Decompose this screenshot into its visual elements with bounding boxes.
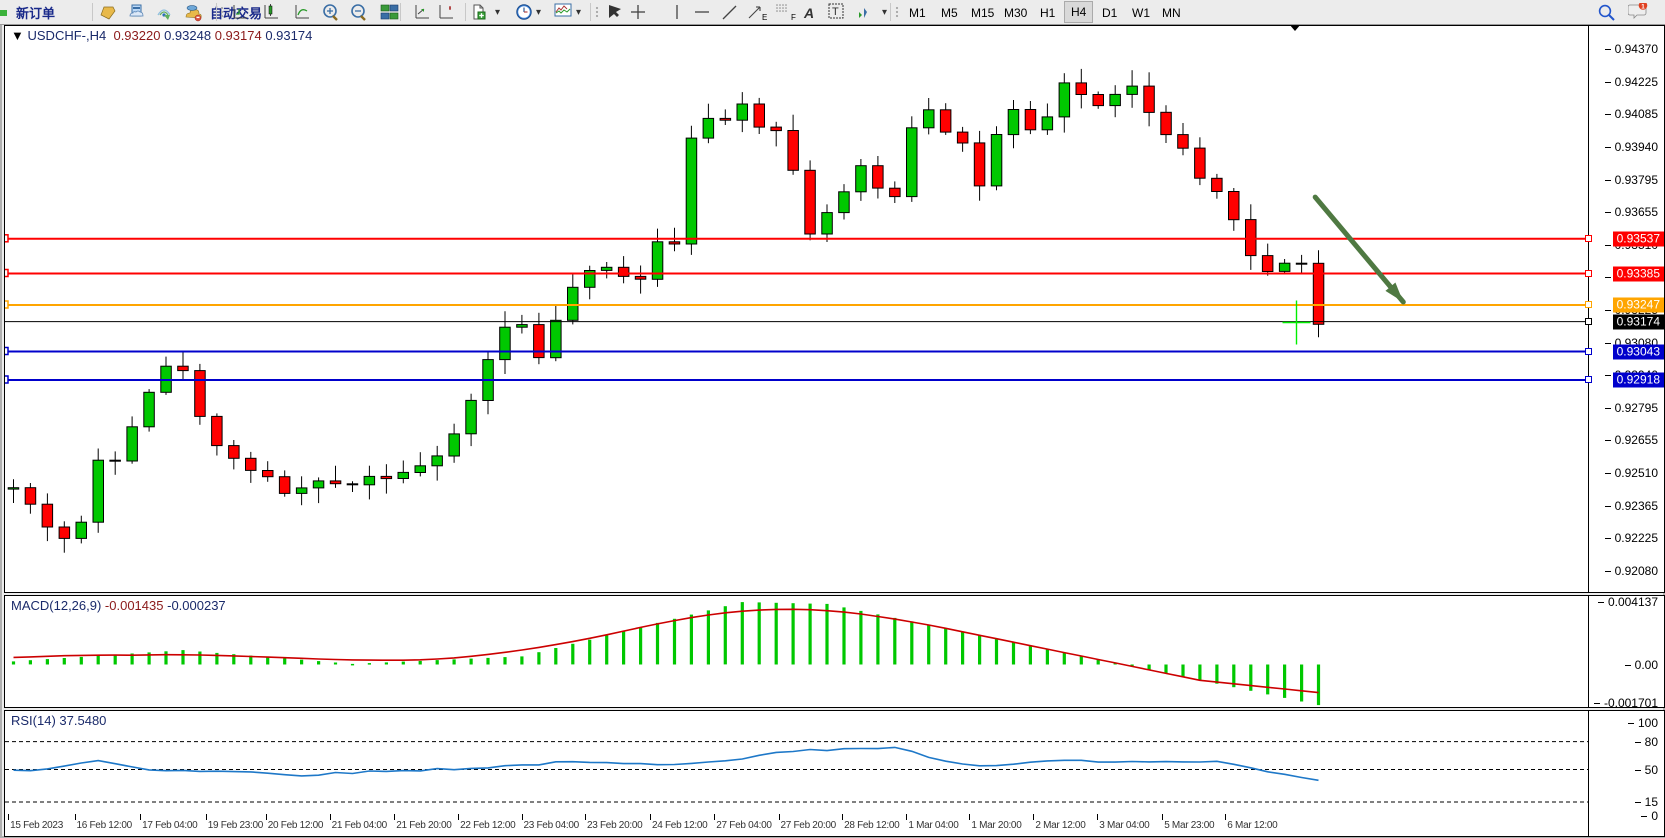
svg-text:T: T xyxy=(832,6,839,18)
svg-text:1: 1 xyxy=(1641,3,1645,10)
